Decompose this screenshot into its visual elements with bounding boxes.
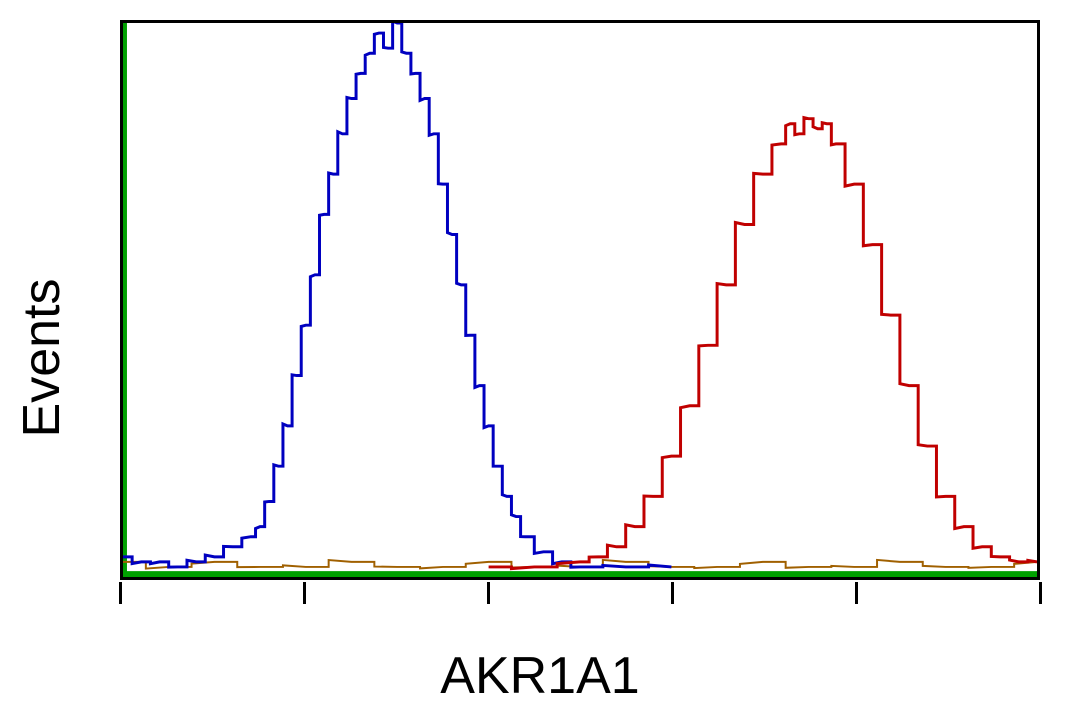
x-tick [487,582,490,604]
y-axis-label: Events [12,279,72,438]
x-axis-label: AKR1A1 [0,646,1080,706]
flow-cytometry-histogram: Events AKR1A1 [0,0,1080,716]
sample-histogram [489,118,1037,569]
x-tick [119,582,122,604]
x-tick [855,582,858,604]
x-tick [671,582,674,604]
x-tick [1039,582,1042,604]
control-histogram [123,23,671,567]
x-tick [303,582,306,604]
histogram-svg [123,23,1037,577]
x-tick-row [120,582,1040,612]
plot-area [120,20,1040,580]
